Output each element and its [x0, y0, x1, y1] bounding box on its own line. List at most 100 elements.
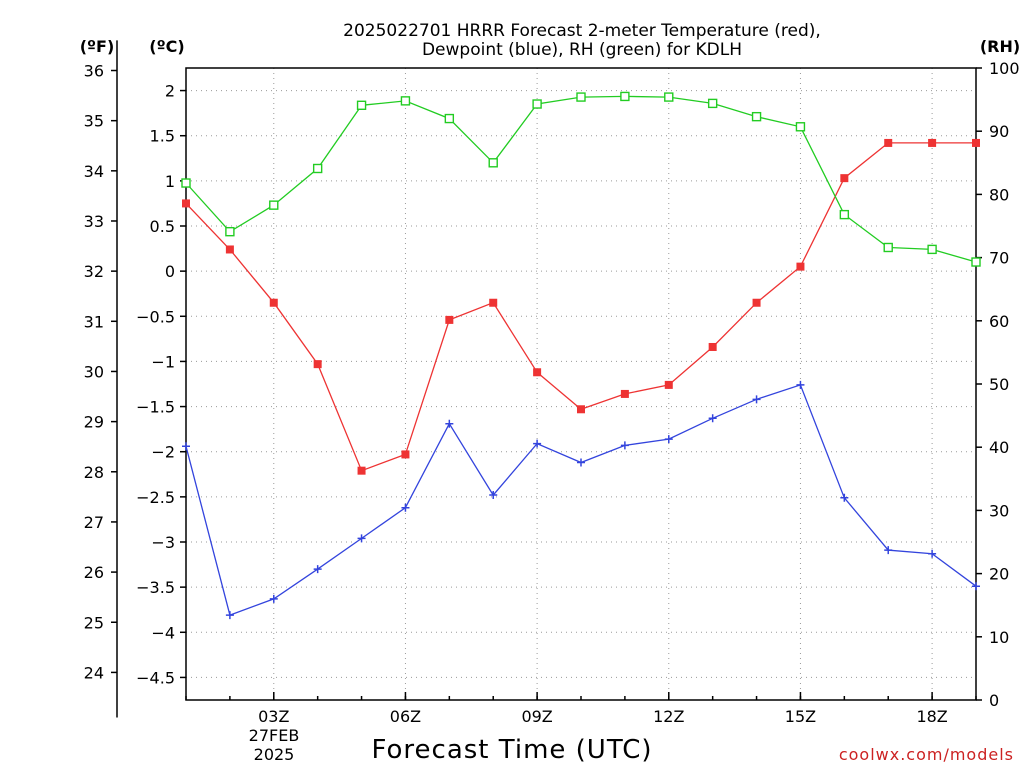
dewpoint-point	[664, 435, 673, 444]
celsius-tick-label: 0.5	[150, 217, 175, 236]
grid-lines	[186, 68, 976, 700]
fahrenheit-tick-label: 29	[84, 413, 104, 432]
chart-title-line-1: 2025022701 HRRR Forecast 2-meter Tempera…	[343, 21, 821, 41]
rh-tick-label: 80	[989, 185, 1009, 204]
celsius-tick-label: −0.5	[136, 307, 175, 326]
rh-tick-label: 0	[989, 691, 999, 710]
celsius-axis: −4.5 −4 −3.5 −3 −2.5 −2 −1.5 −1 −0.5 0 0.5 1 1.5 2	[136, 82, 186, 687]
rh-point	[883, 242, 893, 253]
rh-point	[356, 100, 367, 110]
rh-axis: 0 10 20 30 40 50 60 70 80 90 100	[976, 59, 1020, 710]
rh-point	[751, 111, 762, 122]
dewpoint-point	[620, 441, 629, 450]
celsius-tick-label: −1	[151, 352, 175, 371]
rh-point	[971, 257, 981, 267]
axes	[116, 40, 977, 718]
fahrenheit-tick-label: 31	[84, 312, 104, 331]
rh-point	[532, 99, 542, 109]
celsius-tick-label: −2	[151, 443, 175, 462]
rh-tick-label: 40	[989, 438, 1009, 457]
x-tick-label: 06Z	[390, 707, 421, 726]
chart-title-line-2: Dewpoint (blue), RH (green) for KDLH	[422, 40, 742, 60]
rh-point	[488, 158, 498, 168]
dewpoint-point	[884, 546, 893, 555]
temperature-point	[577, 405, 585, 414]
rh-point	[312, 163, 323, 174]
dewpoint-point	[401, 503, 410, 512]
celsius-tick-label: 0	[165, 262, 175, 281]
fahrenheit-unit-label: (ºF)	[80, 37, 115, 56]
temperature-series-line	[185, 142, 976, 472]
watermark: coolwx.com/models	[839, 745, 1014, 764]
x-date-line-2: 2025	[254, 745, 295, 764]
x-tick-label: 15Z	[785, 707, 816, 726]
series-layer	[181, 91, 981, 620]
celsius-tick-label: 1	[165, 172, 175, 191]
dewpoint-point	[752, 395, 761, 404]
dewpoint-point	[182, 442, 190, 451]
plot-frame	[185, 67, 977, 701]
rh-tick-label: 20	[989, 565, 1009, 584]
temperature-point	[357, 466, 366, 475]
dewpoint-point	[928, 549, 937, 558]
rh-point	[444, 113, 455, 124]
rh-point	[707, 98, 718, 109]
dewpoint-point	[489, 491, 498, 500]
rh-point	[181, 178, 191, 188]
temperature-point	[796, 262, 805, 271]
dewpoint-point	[313, 565, 322, 574]
temperature-point	[708, 342, 717, 351]
rh-point	[576, 92, 586, 102]
fahrenheit-tick-label: 35	[84, 112, 104, 131]
dewpoint-point	[225, 611, 234, 620]
fahrenheit-tick-label: 27	[84, 513, 104, 532]
celsius-tick-label: −3	[151, 533, 175, 552]
fahrenheit-tick-label: 28	[84, 463, 104, 482]
temperature-point	[620, 389, 629, 398]
celsius-tick-label: 2	[165, 82, 175, 101]
celsius-tick-label: −4	[151, 623, 175, 642]
temperature-point	[182, 199, 190, 208]
temperature-point	[401, 450, 410, 459]
x-date-line-1: 27FEB	[249, 726, 300, 745]
dewpoint-point	[445, 419, 454, 428]
temperature-point	[489, 298, 498, 307]
dewpoint-point	[533, 439, 542, 448]
temperature-point	[752, 298, 761, 307]
fahrenheit-axis: 24 25 26 27 28 29 30 31 32 33 34 35 36	[84, 62, 117, 682]
temperature-point	[445, 315, 454, 324]
rh-tick-label: 50	[989, 375, 1009, 394]
celsius-unit-label: (ºC)	[149, 37, 184, 56]
rh-point	[839, 209, 850, 220]
x-tick-label: 12Z	[653, 707, 684, 726]
dewpoint-point	[357, 534, 366, 543]
x-axis-label: Forecast Time (UTC)	[371, 735, 652, 765]
celsius-tick-label: −3.5	[136, 578, 175, 597]
dewpoint-point	[577, 458, 585, 467]
dewpoint-point	[840, 493, 849, 502]
fahrenheit-tick-label: 33	[84, 212, 104, 231]
x-tick-label: 18Z	[916, 707, 947, 726]
x-axis: 03Z 06Z 09Z 12Z 15Z 18Z	[185, 692, 977, 726]
dewpoint-point	[269, 594, 278, 603]
rh-point	[269, 200, 279, 210]
celsius-tick-label: −1.5	[136, 398, 175, 417]
fahrenheit-tick-label: 36	[84, 62, 104, 81]
rh-tick-label: 30	[989, 501, 1009, 520]
temperature-point	[533, 368, 542, 377]
rh-unit-label: (RH)	[980, 37, 1020, 56]
chart-title: 2025022701 HRRR Forecast 2-meter Tempera…	[343, 21, 821, 60]
rh-tick-label: 70	[989, 249, 1009, 268]
fahrenheit-tick-label: 32	[84, 262, 104, 281]
x-tick-label: 03Z	[258, 707, 289, 726]
celsius-tick-label: −2.5	[136, 488, 175, 507]
dewpoint-point	[972, 582, 980, 591]
rh-tick-label: 10	[989, 628, 1009, 647]
temperature-point	[972, 138, 980, 147]
temperature-point	[928, 138, 937, 147]
temperature-point	[225, 245, 234, 254]
rh-point	[927, 244, 937, 255]
celsius-tick-label: 1.5	[150, 127, 175, 146]
temperature-point	[664, 380, 673, 389]
